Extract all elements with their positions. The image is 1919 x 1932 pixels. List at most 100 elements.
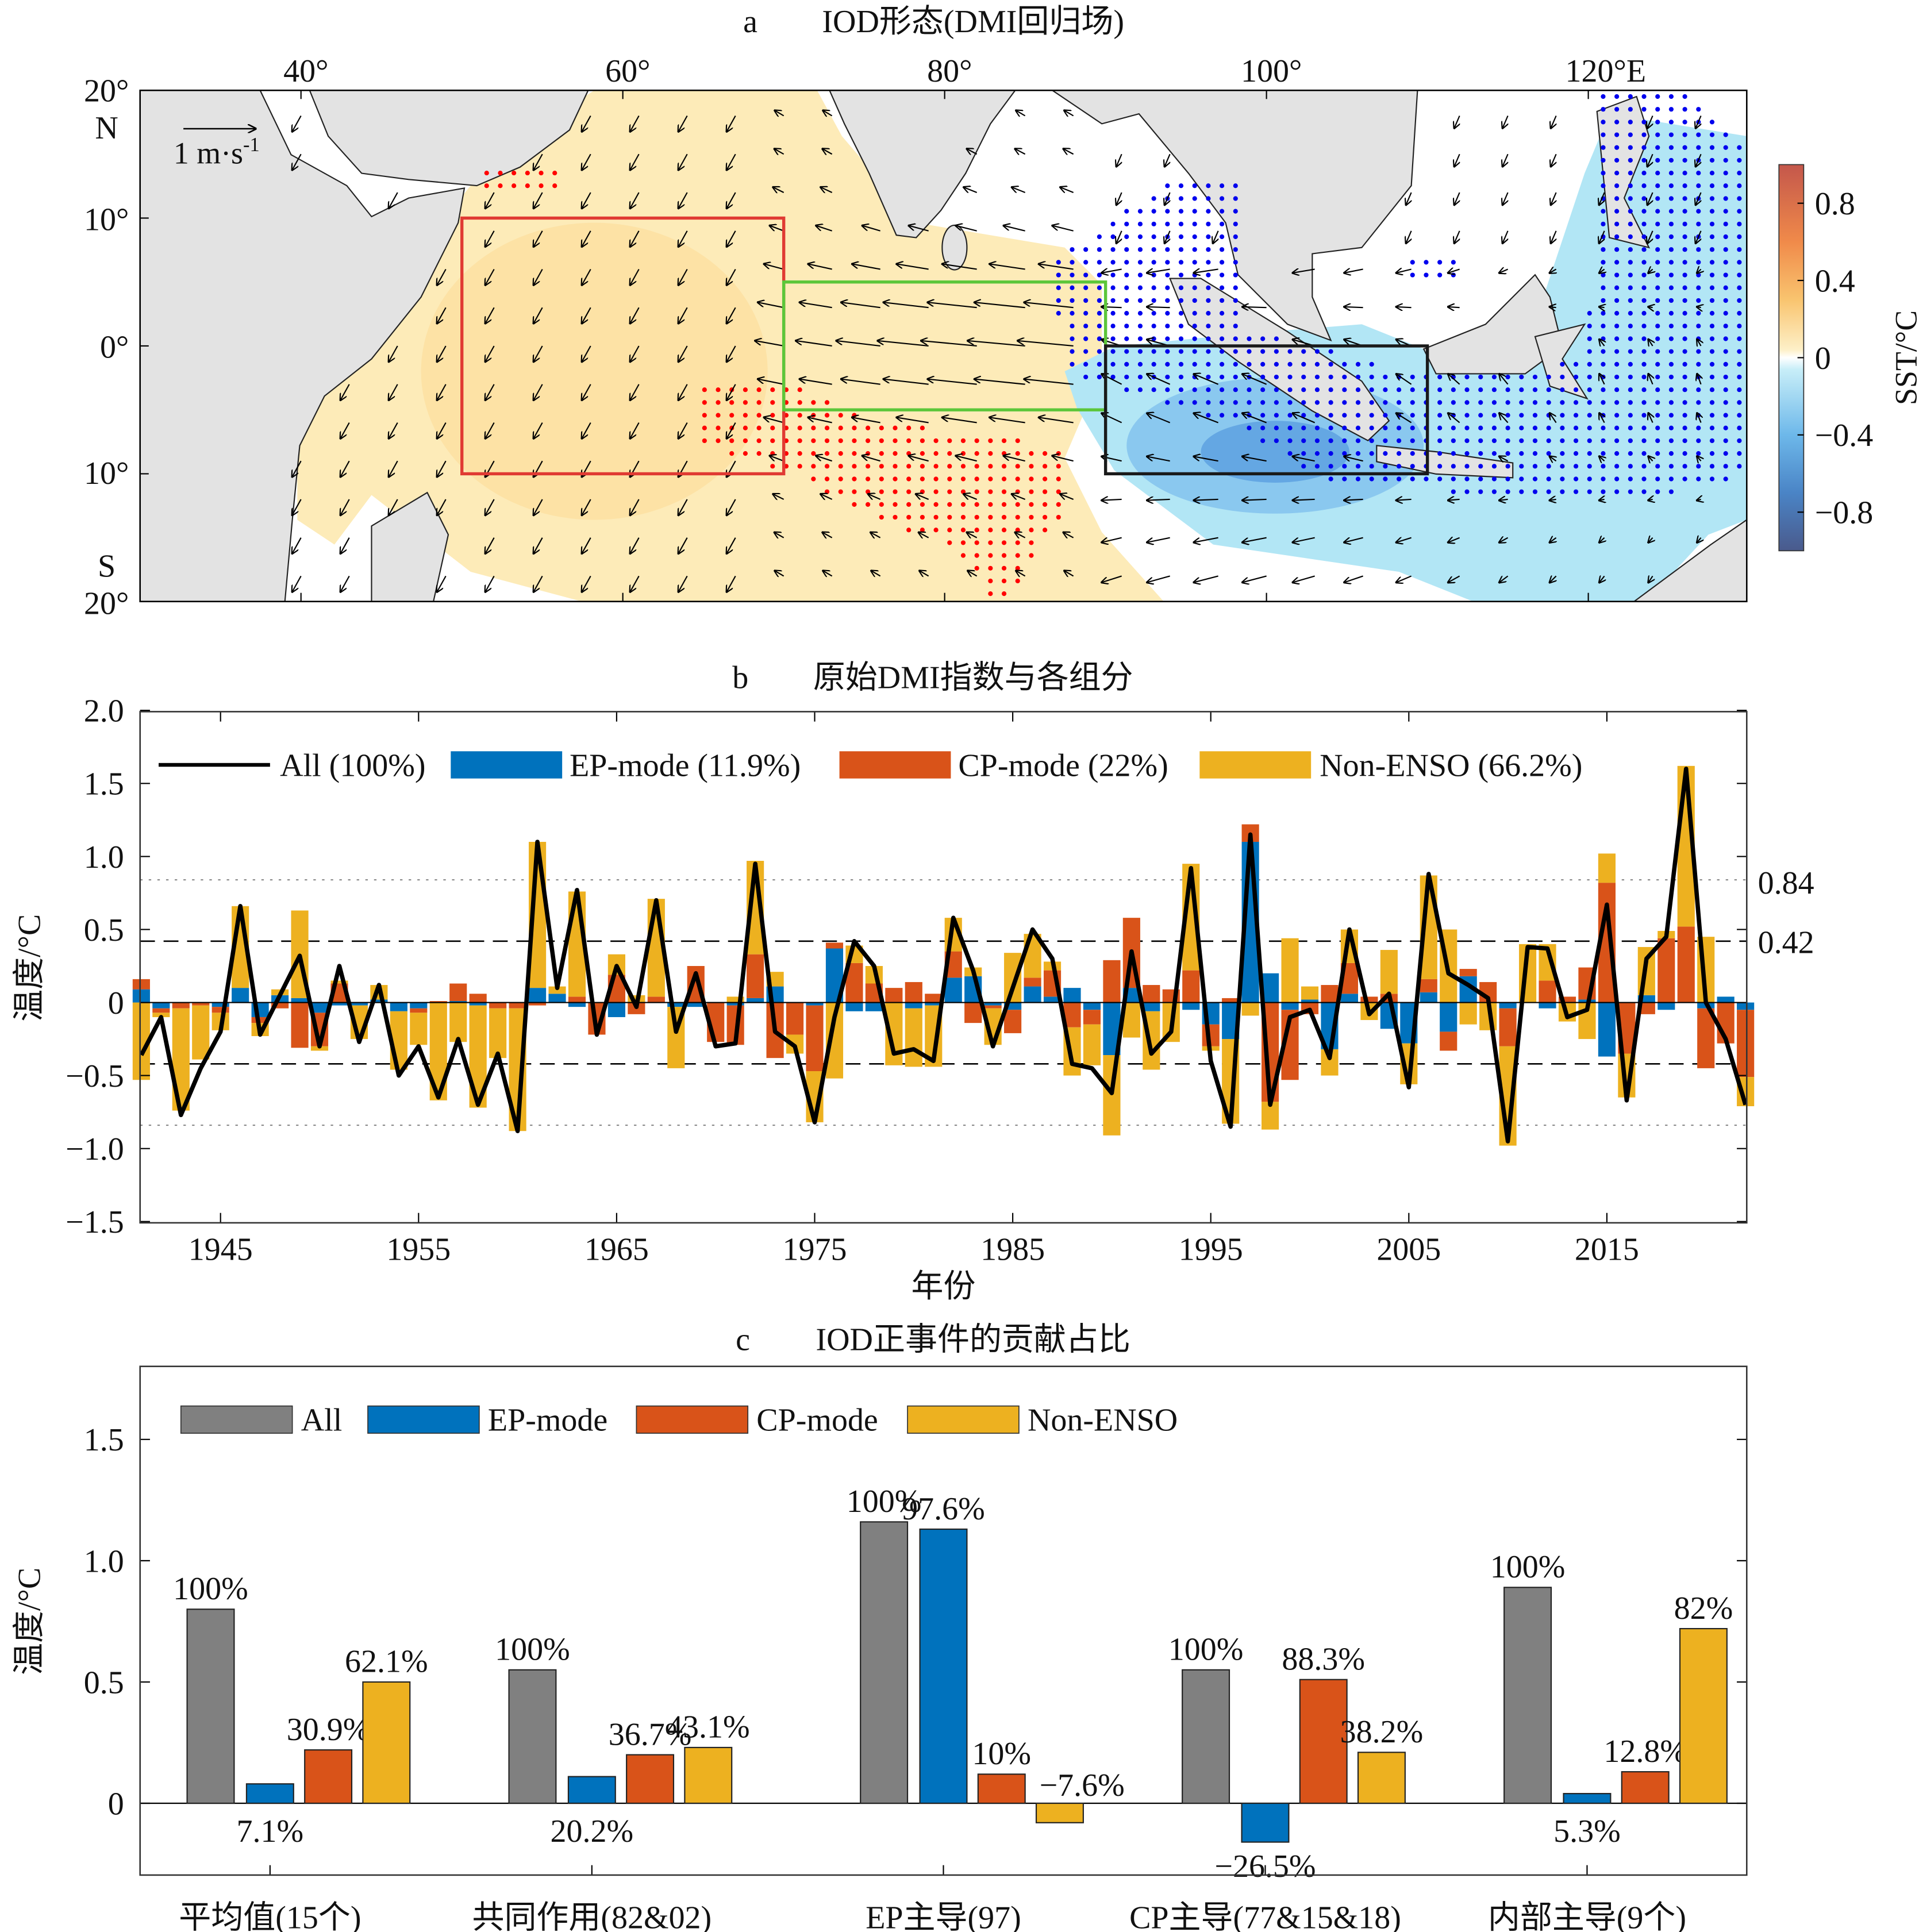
positive-significance-dot — [1056, 514, 1061, 520]
negative-significance-dot — [1355, 464, 1361, 469]
negative-significance-dot — [1723, 464, 1728, 469]
positive-significance-dot — [1001, 502, 1007, 507]
wind-arrow — [1599, 374, 1605, 385]
negative-significance-dot — [1641, 451, 1647, 456]
negative-significance-dot — [1668, 476, 1674, 482]
negative-significance-dot — [1097, 374, 1102, 380]
negative-significance-dot — [1505, 476, 1510, 482]
negative-significance-dot — [1410, 438, 1415, 444]
wind-arrow — [679, 499, 688, 515]
colorbar-ticks: 0.80.40−0.4−0.8 — [1797, 186, 1873, 531]
negative-significance-dot — [1192, 285, 1197, 290]
negative-significance-dot — [1110, 272, 1116, 278]
negative-significance-dot — [1151, 260, 1156, 265]
positive-significance-dot — [838, 451, 843, 456]
negative-significance-dot — [1260, 336, 1266, 341]
wind-arrow — [679, 115, 688, 132]
wind-arrow — [1024, 302, 1074, 309]
negative-significance-dot — [1178, 324, 1184, 329]
negative-significance-dot — [1410, 413, 1415, 418]
wind-arrow — [437, 499, 447, 515]
negative-significance-dot — [1437, 413, 1443, 418]
negative-significance-dot — [1206, 311, 1211, 316]
negative-significance-dot — [1696, 171, 1701, 176]
negative-significance-dot — [1220, 413, 1225, 418]
negative-significance-dot — [1614, 132, 1620, 137]
negative-significance-dot — [1723, 425, 1728, 430]
negative-significance-dot — [1668, 349, 1674, 354]
negative-significance-dot — [1601, 298, 1606, 303]
cp-mode-bar — [1658, 938, 1675, 1003]
positive-significance-dot — [824, 464, 830, 469]
wind-arrow — [928, 379, 977, 385]
negative-significance-dot — [1451, 438, 1456, 444]
ep-mode-bar — [410, 1002, 428, 1009]
cp-mode-bar — [1024, 977, 1041, 987]
negative-significance-dot — [1737, 387, 1742, 392]
negative-significance-dot — [1737, 324, 1742, 329]
negative-significance-dot — [1709, 196, 1715, 201]
negative-significance-dot — [1410, 425, 1415, 430]
negative-significance-dot — [1056, 272, 1061, 278]
negative-significance-dot — [1124, 349, 1129, 354]
wind-arrow — [1064, 110, 1074, 116]
wind-arrow — [1102, 575, 1122, 582]
wind-arrow — [679, 422, 688, 438]
negative-significance-dot — [1696, 311, 1701, 316]
category-label: CP主导(77&15&18) — [1129, 1900, 1401, 1932]
negative-significance-dot — [1464, 413, 1470, 418]
wind-arrow — [1648, 576, 1652, 582]
wind-arrow — [630, 115, 640, 132]
positive-significance-dot — [906, 464, 912, 469]
cp-mode-bar — [528, 1002, 547, 1006]
lon-tick-label: 100° — [1241, 53, 1302, 89]
positive-significance-dot — [1015, 451, 1020, 456]
negative-significance-dot — [1601, 183, 1606, 188]
bar-percent-label: −7.6% — [1040, 1768, 1125, 1803]
negative-significance-dot — [1546, 489, 1551, 494]
negative-significance-dot — [1682, 183, 1687, 188]
wind-arrow — [1344, 499, 1363, 501]
negative-significance-dot — [1737, 221, 1742, 226]
negative-significance-dot — [1260, 361, 1266, 367]
wind-arrow — [1016, 149, 1026, 154]
negative-significance-dot — [1614, 183, 1620, 188]
wind-arrow — [1448, 374, 1460, 385]
negative-significance-dot — [1328, 451, 1333, 456]
wind-arrow — [775, 110, 784, 116]
positive-significance-dot — [947, 528, 952, 533]
negative-significance-dot — [1151, 324, 1156, 329]
negative-significance-dot — [1178, 196, 1184, 201]
negative-significance-dot — [1260, 374, 1266, 380]
negative-significance-dot — [1110, 247, 1116, 252]
negative-significance-dot — [1070, 298, 1075, 303]
wind-arrow — [389, 384, 398, 400]
negative-significance-dot — [1709, 425, 1715, 430]
positive-significance-dot — [838, 489, 843, 494]
ep-mode-bar — [132, 989, 150, 1003]
negative-significance-dot — [1220, 196, 1225, 201]
negative-significance-dot — [1560, 476, 1565, 482]
positive-significance-dot — [1001, 553, 1007, 558]
ep-mode-bar — [865, 1002, 883, 1011]
negative-significance-dot — [1546, 374, 1551, 380]
ep-mode-bar — [1563, 1793, 1612, 1804]
negative-significance-dot — [1682, 260, 1687, 265]
negative-significance-dot — [1601, 272, 1606, 278]
wind-arrow — [975, 302, 1025, 309]
wind-arrow — [868, 494, 881, 499]
negative-significance-dot — [1301, 451, 1306, 456]
negative-significance-dot — [1587, 311, 1592, 316]
negative-significance-dot — [1601, 209, 1606, 214]
wind-arrow — [1551, 153, 1556, 166]
wind-arrow — [1344, 456, 1363, 462]
negative-significance-dot — [1655, 400, 1660, 405]
negative-significance-dot — [1737, 171, 1742, 176]
negative-significance-dot — [1396, 387, 1402, 392]
wind-arrow — [871, 533, 881, 538]
cp-mode-bar — [747, 954, 764, 998]
negative-significance-dot — [1532, 374, 1538, 380]
negative-significance-dot — [1342, 361, 1347, 367]
negative-significance-dot — [1682, 234, 1687, 240]
negative-significance-dot — [1628, 272, 1633, 278]
